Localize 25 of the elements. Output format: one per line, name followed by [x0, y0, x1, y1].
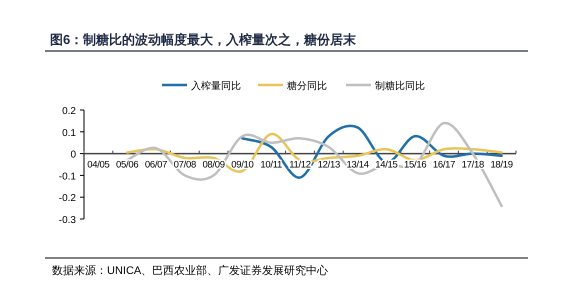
x-tick-label: 16/17	[432, 160, 456, 171]
y-tick-label: 0.2	[62, 106, 76, 117]
y-tick-label: -0.3	[58, 215, 76, 226]
y-tick-label: 0	[70, 150, 76, 161]
title: 图6：制糖比的波动幅度最大，入榨量次之，糖份居末	[50, 32, 356, 47]
x-tick-label: 06/07	[144, 160, 168, 171]
source-note: 数据来源：UNICA、巴西农业部、广发证券发展研究中心	[52, 264, 328, 277]
x-tick-label: 10/11	[260, 160, 282, 171]
x-tick-label: 17/18	[462, 160, 484, 171]
x-tick-label: 14/15	[375, 160, 398, 171]
x-tick-label: 11/12	[289, 160, 311, 171]
x-tick-label: 12/13	[318, 160, 340, 171]
x-tick-label: 05/06	[116, 160, 138, 171]
x-tick-label: 15/16	[404, 160, 426, 171]
legend-label: 制糖比同比	[375, 80, 425, 92]
x-tick-label: 13/14	[346, 160, 369, 171]
x-tick-label: 08/09	[202, 160, 225, 171]
x-tick-label: 07/08	[174, 160, 196, 171]
y-tick-label: -0.1	[58, 171, 76, 182]
y-tick-label: 0.1	[62, 128, 76, 139]
x-tick-label: 04/05	[87, 160, 110, 171]
x-tick-label: 18/19	[490, 160, 513, 171]
y-tick-label: -0.2	[58, 193, 76, 204]
legend-label: 糖分同比	[287, 80, 327, 92]
legend-label: 入榨量同比	[191, 80, 241, 92]
